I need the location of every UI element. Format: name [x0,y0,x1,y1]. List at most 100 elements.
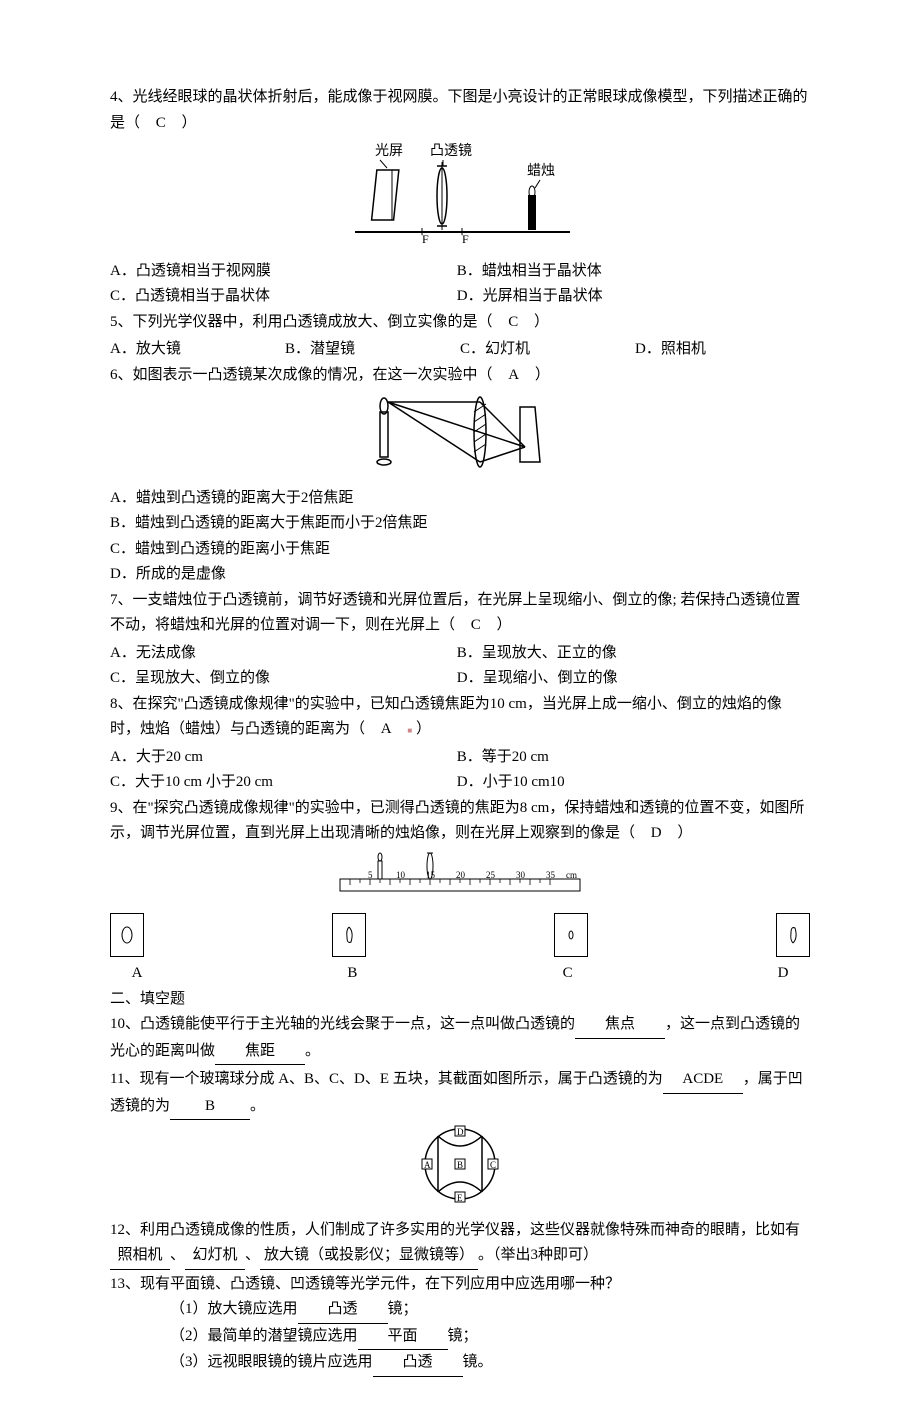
q4-optA: A．凸透镜相当于视网膜 [110,259,453,285]
svg-text:E: E [457,1193,463,1203]
q11-blank2: B [170,1094,250,1121]
svg-text:5: 5 [368,870,373,880]
q10-blank2: 焦距 [215,1039,305,1066]
q6-optA: A．蜡烛到凸透镜的距离大于2倍焦距 [110,486,810,512]
q5-answer: C [496,314,530,330]
q8-optD: D．小于10 cm10 [457,770,800,796]
q10-text3: 。 [305,1043,320,1059]
q4-diagram: 光屏 凸透镜 蜡烛 F F [110,140,810,255]
q9-img-D [776,913,810,957]
q13-sub3: （3）远视眼眼镜的镜片应选用凸透镜。 [110,1350,810,1377]
q4-optC: C．凸透镜相当于晶状体 [110,284,453,310]
q8-optA: A．大于20 cm [110,745,453,771]
q9-answer-images [110,913,810,957]
q12-blank1: 照相机 [110,1243,170,1270]
label-screen: 光屏 [375,143,403,159]
q6-optC: C．蜡烛到凸透镜的距离小于焦距 [110,537,810,563]
q9-img-C [554,913,588,957]
section-2-heading: 二、填空题 [110,987,810,1013]
q4-answer: C [144,115,178,131]
q13-sub1: （1）放大镜应选用凸透镜； [110,1297,810,1324]
q13-sub1-blank: 凸透 [298,1297,388,1324]
q5-optC: C．幻灯机 [460,337,635,363]
question-5: 5、下列光学仪器中，利用凸透镜成放大、倒立实像的是（ C ） [110,310,810,336]
svg-text:25: 25 [486,870,496,880]
question-13: 13、现有平面镜、凸透镜、凹透镜等光学元件，在下列应用中应选用哪一种？ （1）放… [110,1272,810,1377]
q6-closing: ） [535,367,550,383]
q7-options: A．无法成像 B．呈现放大、正立的像 C．呈现放大、倒立的像 D．呈现缩小、倒立… [110,641,810,692]
q4-closing: ） [182,115,197,131]
q5-optB: B．潜望镜 [285,337,460,363]
question-9: 9、在"探究凸透镜成像规律"的实验中，已测得凸透镜的焦距为8 cm，保持蜡烛和透… [110,796,810,847]
q4-optB: B．蜡烛相当于晶状体 [457,259,800,285]
q9-answer: D [639,825,674,841]
q13-text: 13、现有平面镜、凸透镜、凹透镜等光学元件，在下列应用中应选用哪一种？ [110,1272,810,1298]
svg-text:10: 10 [396,870,406,880]
question-6: 6、如图表示一凸透镜某次成像的情况，在这一次实验中（ A ） [110,363,810,389]
q10-text1: 10、凸透镜能使平行于主光轴的光线会聚于一点，这一点叫做凸透镜的 [110,1016,575,1032]
q7-optB: B．呈现放大、正立的像 [457,641,800,667]
q13-sub3-blank: 凸透 [373,1350,463,1377]
svg-text:F: F [422,232,429,245]
q5-optD: D．照相机 [635,337,810,363]
q5-closing: ） [534,314,549,330]
q13-sub3-pre: （3）远视眼眼镜的镜片应选用 [170,1354,373,1370]
q7-optA: A．无法成像 [110,641,453,667]
q9-labelD: D [766,961,800,987]
question-10: 10、凸透镜能使平行于主光轴的光线会聚于一点，这一点叫做凸透镜的焦点，这一点到凸… [110,1012,810,1065]
question-8: 8、在探究"凸透镜成像规律"的实验中，已知凸透镜焦距为10 cm，当光屏上成一缩… [110,692,810,743]
label-candle: 蜡烛 [527,163,555,179]
q13-sub1-pre: （1）放大镜应选用 [170,1301,298,1317]
q12-sep1: 、 [170,1247,185,1263]
svg-text:B: B [457,1160,463,1170]
q8-options: A．大于20 cm B．等于20 cm C．大于10 cm 小于20 cm D．… [110,745,810,796]
q12-sep2: 、 [245,1247,260,1263]
question-11: 11、现有一个玻璃球分成 A、B、C、D、E 五块，其截面如图所示，属于凸透镜的… [110,1067,810,1120]
q9-labelA: A [120,961,154,987]
svg-text:cm: cm [566,870,577,880]
label-lens: 凸透镜 [430,143,472,159]
q4-options: A．凸透镜相当于视网膜 B．蜡烛相当于晶状体 C．凸透镜相当于晶状体 D．光屏相… [110,259,810,310]
svg-text:C: C [490,1160,496,1170]
q11-text1: 11、现有一个玻璃球分成 A、B、C、D、E 五块，其截面如图所示，属于凸透镜的… [110,1071,663,1087]
q9-text: 9、在"探究凸透镜成像规律"的实验中，已测得凸透镜的焦距为8 cm，保持蜡烛和透… [110,800,804,842]
q9-img-B [332,913,366,957]
q13-sub2-pre: （2）最简单的潜望镜应选用 [170,1328,358,1344]
q9-img-A [110,913,144,957]
q6-optD: D．所成的是虚像 [110,562,810,588]
q13-sub2-suf: 镜； [448,1328,478,1344]
q6-diagram [110,392,810,482]
q13-sub2-blank: 平面 [358,1324,448,1351]
q12-text1: 12、利用凸透镜成像的性质，人们制成了许多实用的光学仪器，这些仪器就像特殊而神奇… [110,1222,800,1238]
q8-answer: A [369,721,404,737]
svg-text:F: F [462,232,469,245]
q9-labelC: C [551,961,585,987]
q5-optA: A．放大镜 [110,337,285,363]
q8-optB: B．等于20 cm [457,745,800,771]
q5-options: A．放大镜 B．潜望镜 C．幻灯机 D．照相机 [110,337,810,363]
svg-text:A: A [424,1160,431,1170]
q8-optC: C．大于10 cm 小于20 cm [110,770,453,796]
q9-closing: ） [677,825,692,841]
q6-text: 6、如图表示一凸透镜某次成像的情况，在这一次实验中（ [110,367,493,383]
q7-optC: C．呈现放大、倒立的像 [110,666,453,692]
q11-blank1: ACDE [663,1067,743,1094]
q7-closing: ） [497,617,512,633]
question-4: 4、光线经眼球的晶状体折射后，能成像于视网膜。下图是小亮设计的正常眼球成像模型，… [110,85,810,136]
q7-text: 7、一支蜡烛位于凸透镜前，调节好透镜和光屏位置后，在光屏上呈现缩小、倒立的像; … [110,592,800,634]
q6-options: A．蜡烛到凸透镜的距离大于2倍焦距 B．蜡烛到凸透镜的距离大于焦距而小于2倍焦距… [110,486,810,588]
q6-optB: B．蜡烛到凸透镜的距离大于焦距而小于2倍焦距 [110,511,810,537]
q8-text: 8、在探究"凸透镜成像规律"的实验中，已知凸透镜焦距为10 cm，当光屏上成一缩… [110,696,782,738]
q7-optD: D．呈现缩小、倒立的像 [457,666,800,692]
q7-answer: C [459,617,493,633]
svg-text:D: D [457,1127,464,1137]
q8-closing: ） [416,721,431,737]
q12-blank2: 幻灯机 [185,1243,245,1270]
question-12: 12、利用凸透镜成像的性质，人们制成了许多实用的光学仪器，这些仪器就像特殊而神奇… [110,1218,810,1270]
question-7: 7、一支蜡烛位于凸透镜前，调节好透镜和光屏位置后，在光屏上呈现缩小、倒立的像; … [110,588,810,639]
q13-sub3-suf: 镜。 [463,1354,493,1370]
q10-blank1: 焦点 [575,1012,665,1039]
q4-optD: D．光屏相当于晶状体 [457,284,800,310]
svg-text:20: 20 [456,870,466,880]
q9-answer-labels: A B C D [110,961,810,987]
